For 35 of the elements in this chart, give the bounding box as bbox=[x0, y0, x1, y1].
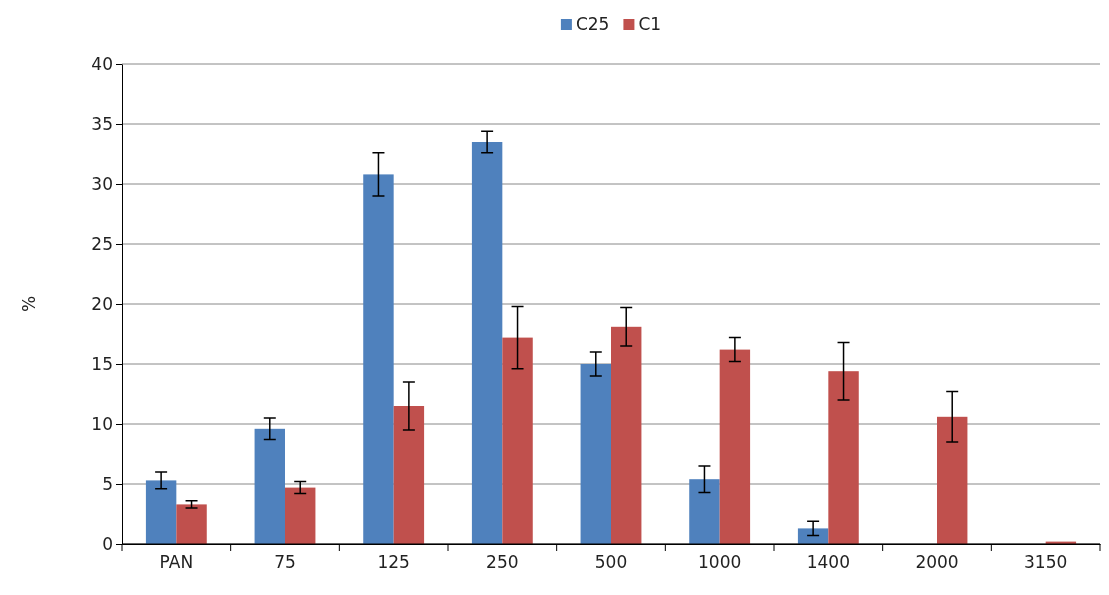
y-tick-label: 25 bbox=[91, 233, 113, 254]
bar bbox=[689, 479, 720, 544]
bar bbox=[611, 326, 642, 544]
y-tick-label: 15 bbox=[91, 353, 113, 374]
bar bbox=[471, 142, 503, 544]
x-tick-label: 75 bbox=[274, 552, 296, 573]
y-tick-label: 20 bbox=[91, 293, 113, 314]
x-tick-label: 1000 bbox=[698, 552, 742, 573]
bar bbox=[502, 337, 533, 544]
legend-label: C25 bbox=[575, 14, 610, 34]
bar bbox=[393, 406, 425, 544]
y-tick-label: 10 bbox=[91, 413, 113, 434]
bar bbox=[176, 504, 207, 544]
x-tick-label: 2000 bbox=[915, 552, 959, 573]
bar bbox=[285, 487, 316, 544]
bar bbox=[719, 349, 751, 544]
bar bbox=[580, 364, 611, 544]
y-axis-title: % bbox=[19, 295, 39, 313]
y-tick-label: 35 bbox=[91, 113, 113, 134]
y-tick-label: 5 bbox=[102, 473, 113, 494]
bar bbox=[254, 428, 285, 544]
y-tick-label: 40 bbox=[91, 53, 113, 74]
bar bbox=[937, 416, 968, 544]
x-tick-label: PAN bbox=[159, 552, 194, 573]
y-tick-label: 30 bbox=[91, 173, 113, 194]
x-tick-label: 1400 bbox=[806, 552, 850, 573]
bar bbox=[145, 480, 177, 544]
x-tick-label: 125 bbox=[377, 552, 410, 573]
bar bbox=[363, 174, 394, 544]
x-tick-label: 500 bbox=[594, 552, 628, 573]
bar bbox=[828, 371, 859, 544]
y-tick-label: 0 bbox=[102, 533, 113, 554]
x-tick-label: 3150 bbox=[1024, 552, 1068, 573]
x-tick-label: 250 bbox=[486, 552, 519, 573]
legend-label: C1 bbox=[638, 14, 662, 34]
